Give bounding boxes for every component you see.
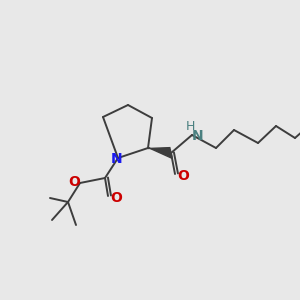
Text: O: O — [177, 169, 189, 183]
Text: N: N — [111, 152, 123, 166]
Text: H: H — [185, 121, 195, 134]
Text: O: O — [68, 175, 80, 189]
Text: N: N — [192, 129, 204, 143]
Polygon shape — [148, 148, 172, 158]
Text: O: O — [110, 191, 122, 205]
